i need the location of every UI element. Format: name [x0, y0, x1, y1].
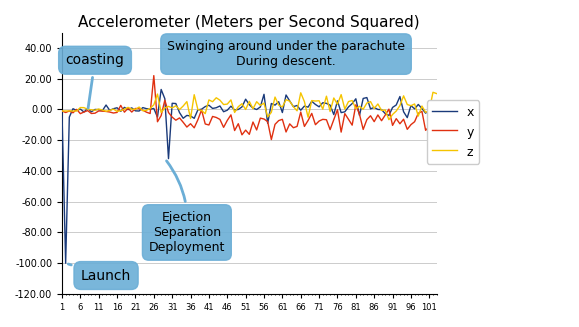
y: [397, 122, 404, 126]
y: [151, 74, 157, 77]
z: [430, 90, 437, 94]
Text: coasting: coasting: [65, 53, 124, 108]
Title: Accelerometer (Meters per Second Squared): Accelerometer (Meters per Second Squared…: [79, 15, 420, 30]
x: [433, 103, 440, 107]
z: [275, 103, 282, 107]
x: [58, 109, 65, 113]
Text: Launch: Launch: [68, 264, 131, 283]
y: [415, 111, 422, 115]
y: [165, 111, 172, 114]
x: [404, 116, 411, 120]
x: [283, 93, 290, 97]
Line: x: x: [62, 90, 437, 263]
y: [268, 138, 275, 142]
y: [283, 130, 290, 134]
Line: y: y: [62, 76, 437, 140]
x: [415, 102, 422, 106]
y: [404, 128, 411, 131]
Text: Swinging around under the parachute
During descent.: Swinging around under the parachute Duri…: [167, 40, 405, 68]
z: [386, 118, 393, 122]
x: [62, 261, 69, 265]
x: [157, 88, 164, 92]
z: [433, 92, 440, 95]
Legend: x, y, z: x, y, z: [427, 100, 479, 164]
x: [168, 101, 175, 105]
Text: Ejection
Separation
Deployment: Ejection Separation Deployment: [149, 161, 225, 254]
y: [58, 109, 65, 113]
z: [400, 94, 407, 98]
y: [433, 133, 440, 137]
z: [404, 103, 411, 107]
z: [162, 106, 168, 110]
z: [58, 109, 65, 113]
z: [393, 109, 400, 113]
x: [408, 104, 415, 108]
y: [408, 123, 415, 127]
z: [411, 102, 418, 106]
x: [397, 95, 404, 98]
Line: z: z: [62, 92, 437, 120]
